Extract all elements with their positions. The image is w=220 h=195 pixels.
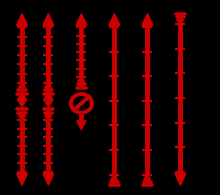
Polygon shape <box>17 92 27 107</box>
Polygon shape <box>142 14 153 25</box>
Polygon shape <box>175 174 186 185</box>
Polygon shape <box>16 174 28 185</box>
Polygon shape <box>43 14 54 25</box>
Polygon shape <box>43 174 54 185</box>
Polygon shape <box>76 14 87 25</box>
Polygon shape <box>16 14 28 25</box>
Polygon shape <box>44 92 53 107</box>
Polygon shape <box>109 14 120 25</box>
Polygon shape <box>77 121 86 130</box>
